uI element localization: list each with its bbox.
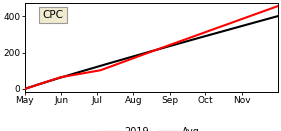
Text: CPC: CPC — [42, 10, 64, 20]
Legend: 2019, Avg.: 2019, Avg. — [95, 123, 207, 131]
